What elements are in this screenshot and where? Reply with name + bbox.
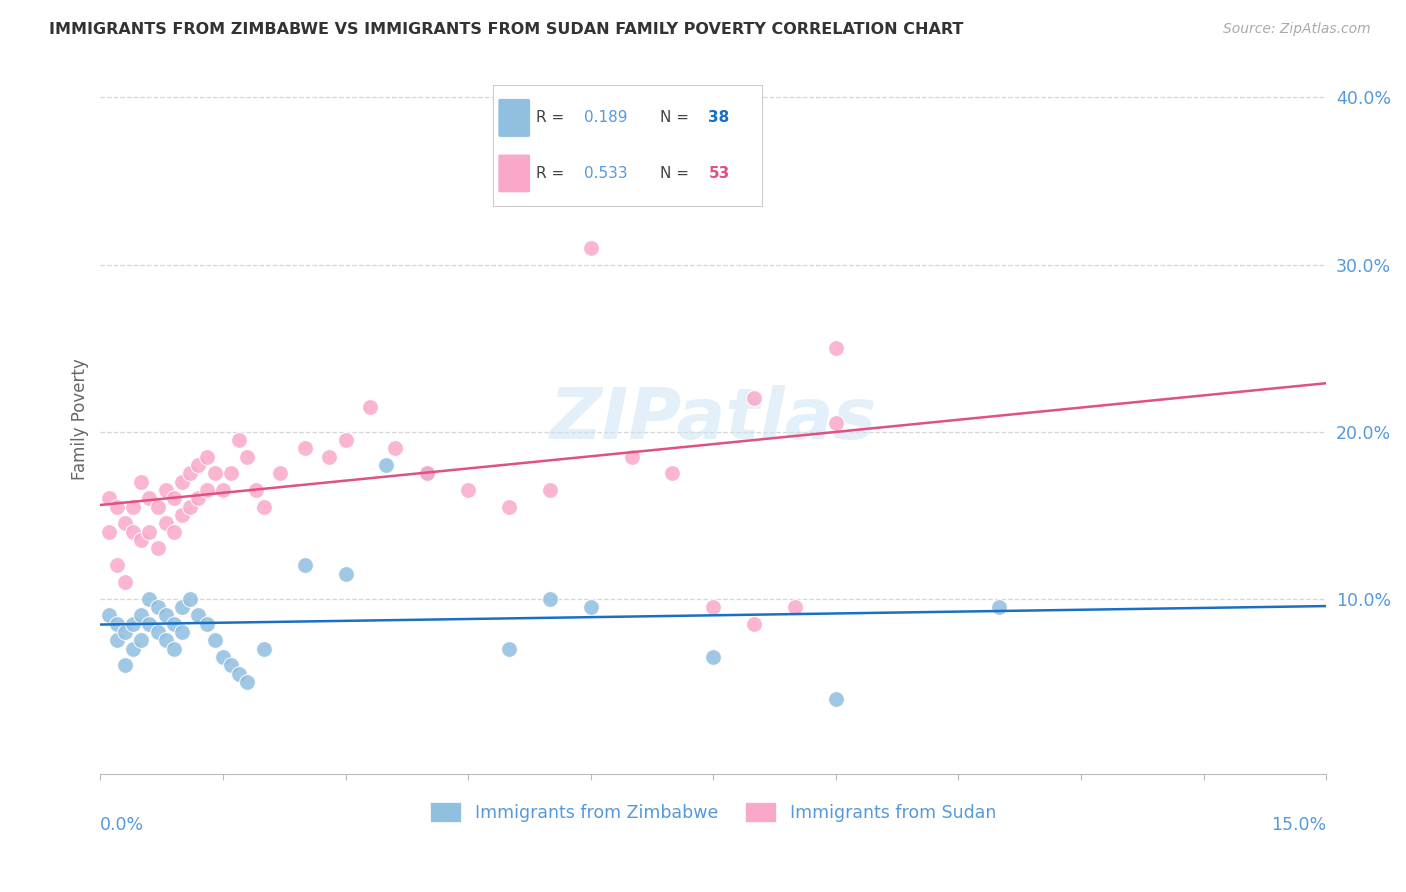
Point	[114, 658, 136, 673]
Point	[245, 483, 267, 497]
Point	[384, 442, 406, 456]
Point	[742, 391, 765, 405]
Point	[212, 483, 235, 497]
Point	[228, 666, 250, 681]
Point	[498, 500, 520, 514]
Point	[122, 641, 145, 656]
Point	[97, 491, 120, 506]
Point	[187, 458, 209, 472]
Point	[179, 500, 201, 514]
Point	[579, 174, 602, 188]
Point	[335, 433, 357, 447]
Point	[105, 616, 128, 631]
Point	[97, 608, 120, 623]
Point	[129, 475, 152, 489]
Point	[294, 442, 316, 456]
Point	[253, 500, 276, 514]
Point	[988, 599, 1011, 614]
Point	[146, 541, 169, 556]
Point	[179, 591, 201, 606]
Point	[129, 633, 152, 648]
Point	[170, 475, 193, 489]
Point	[236, 450, 259, 464]
Point	[187, 491, 209, 506]
Point	[212, 650, 235, 665]
Point	[294, 558, 316, 573]
Text: 0.0%: 0.0%	[100, 816, 145, 834]
Point	[155, 633, 177, 648]
Point	[114, 516, 136, 531]
Point	[457, 483, 479, 497]
Point	[138, 524, 160, 539]
Point	[146, 625, 169, 640]
Point	[204, 467, 226, 481]
Point	[538, 591, 561, 606]
Point	[122, 616, 145, 631]
Point	[138, 616, 160, 631]
Text: Source: ZipAtlas.com: Source: ZipAtlas.com	[1223, 22, 1371, 37]
Point	[163, 641, 186, 656]
Point	[114, 574, 136, 589]
Point	[824, 691, 846, 706]
Point	[146, 500, 169, 514]
Point	[416, 467, 439, 481]
Point	[335, 566, 357, 581]
Text: 15.0%: 15.0%	[1271, 816, 1326, 834]
Point	[105, 558, 128, 573]
Point	[195, 616, 218, 631]
Point	[538, 483, 561, 497]
Point	[416, 467, 439, 481]
Point	[359, 400, 381, 414]
Point	[219, 658, 242, 673]
Point	[163, 616, 186, 631]
Point	[97, 524, 120, 539]
Point	[661, 467, 683, 481]
Point	[122, 524, 145, 539]
Point	[114, 625, 136, 640]
Point	[170, 508, 193, 522]
Point	[105, 500, 128, 514]
Point	[236, 675, 259, 690]
Point	[195, 450, 218, 464]
Legend: Immigrants from Zimbabwe, Immigrants from Sudan: Immigrants from Zimbabwe, Immigrants fro…	[423, 796, 1004, 830]
Point	[824, 341, 846, 355]
Point	[138, 591, 160, 606]
Point	[253, 641, 276, 656]
Point	[146, 599, 169, 614]
Text: ZIPatlas: ZIPatlas	[550, 384, 877, 453]
Point	[204, 633, 226, 648]
Point	[105, 633, 128, 648]
Point	[620, 450, 643, 464]
Point	[129, 608, 152, 623]
Point	[702, 599, 724, 614]
Point	[155, 608, 177, 623]
Point	[138, 491, 160, 506]
Point	[579, 599, 602, 614]
Point	[155, 516, 177, 531]
Point	[375, 458, 398, 472]
Text: IMMIGRANTS FROM ZIMBABWE VS IMMIGRANTS FROM SUDAN FAMILY POVERTY CORRELATION CHA: IMMIGRANTS FROM ZIMBABWE VS IMMIGRANTS F…	[49, 22, 963, 37]
Point	[742, 616, 765, 631]
Point	[318, 450, 340, 464]
Point	[579, 241, 602, 255]
Point	[228, 433, 250, 447]
Y-axis label: Family Poverty: Family Poverty	[72, 359, 89, 480]
Point	[129, 533, 152, 548]
Point	[170, 599, 193, 614]
Point	[163, 524, 186, 539]
Point	[195, 483, 218, 497]
Point	[122, 500, 145, 514]
Point	[155, 483, 177, 497]
Point	[163, 491, 186, 506]
Point	[187, 608, 209, 623]
Point	[824, 416, 846, 430]
Point	[783, 599, 806, 614]
Point	[179, 467, 201, 481]
Point	[219, 467, 242, 481]
Point	[170, 625, 193, 640]
Point	[269, 467, 291, 481]
Point	[702, 650, 724, 665]
Point	[498, 641, 520, 656]
